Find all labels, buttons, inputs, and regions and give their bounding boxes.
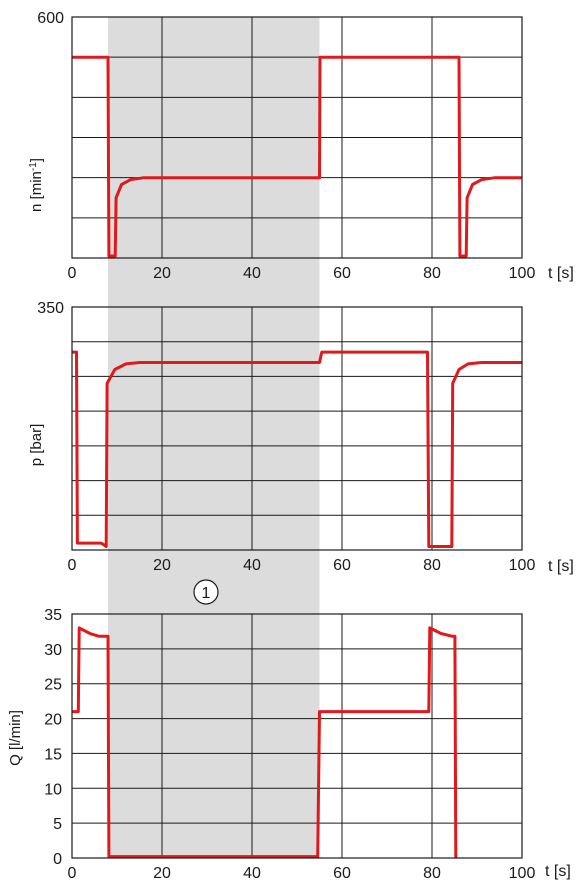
y-tick-label: 5: [53, 816, 62, 833]
callout-circle: [193, 579, 219, 605]
plot-frame: [71, 306, 523, 551]
plot-frame: [71, 613, 523, 859]
y-tick-label: 10: [44, 781, 62, 798]
y-tick-label: 0: [53, 851, 62, 868]
x-tick-label: 40: [243, 865, 261, 882]
x-axis-label-speed: t [s]: [548, 265, 574, 282]
series-line: [72, 55, 522, 258]
x-tick-label: 60: [333, 265, 351, 282]
y-axis-label-flow: Q [l/min]: [7, 710, 24, 766]
x-axis-label-flow: t [s]: [545, 863, 571, 880]
x-tick-label: 60: [333, 557, 351, 574]
x-tick-label: 100: [509, 557, 536, 574]
y-tick-label: 600: [37, 10, 64, 27]
x-tick-label: 60: [333, 865, 351, 882]
frame-layer: [71, 16, 523, 859]
x-tick-label: 0: [68, 865, 77, 882]
plot-frame: [71, 16, 523, 259]
x-tick-label: 0: [68, 557, 77, 574]
callout-label: 1: [202, 585, 211, 602]
x-axis-label-pressure: t [s]: [548, 558, 574, 575]
series-line: [72, 350, 522, 548]
y-tick-label: 20: [44, 712, 62, 729]
y-tick-label: 35: [44, 607, 62, 624]
x-tick-label: 80: [423, 265, 441, 282]
series-layer: [72, 55, 522, 859]
series-line: [72, 626, 458, 859]
x-tick-label: 100: [509, 865, 536, 882]
y-tick-label: 25: [44, 677, 62, 694]
x-tick-label: 20: [153, 865, 171, 882]
x-tick-label: 20: [153, 557, 171, 574]
y-tick-label: 30: [44, 642, 62, 659]
y-tick-label: 15: [44, 746, 62, 763]
x-tick-label: 80: [423, 865, 441, 882]
x-tick-label: 20: [153, 265, 171, 282]
x-tick-label: 40: [243, 265, 261, 282]
x-tick-label: 100: [509, 265, 536, 282]
y-axis-label-speed: n [min-1]: [28, 158, 46, 212]
highlight-region: [108, 17, 320, 858]
y-tick-label: 350: [37, 300, 64, 317]
x-tick-label: 0: [68, 265, 77, 282]
y-axis-label-pressure: p [bar]: [28, 424, 45, 467]
x-tick-label: 40: [243, 557, 261, 574]
x-tick-label: 80: [423, 557, 441, 574]
